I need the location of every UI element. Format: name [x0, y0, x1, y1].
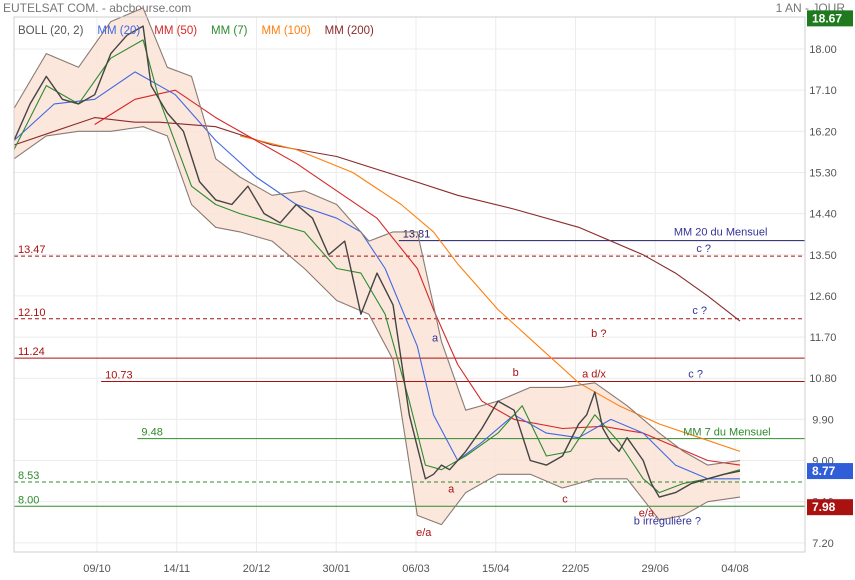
legend-item: MM (7): [211, 25, 248, 37]
annotation: b: [513, 367, 519, 379]
legend-item: MM (50): [154, 25, 197, 37]
x-tick-label: 15/04: [482, 563, 510, 575]
price-badges: 18.67 8.77 7.98: [807, 10, 853, 516]
y-tick-label: 17.10: [809, 85, 837, 97]
price-badge-label: 18.67: [812, 11, 842, 25]
price-badge-label: 7.98: [812, 500, 836, 514]
series-boll-upper: [13, 7, 741, 466]
x-tick-label: 06/03: [402, 563, 430, 575]
annotation: e/a: [639, 507, 655, 519]
series-price: [13, 25, 741, 498]
annotation: c: [562, 494, 568, 506]
annotation: b ?: [591, 328, 606, 340]
level-label: 11.24: [18, 346, 45, 358]
series-mm-100: [239, 135, 741, 452]
horizontal-levels: 13.81 13.47 12.10 11.24 10.73 9.48 8.53 8.00: [14, 229, 805, 507]
y-tick-label: 15.30: [809, 167, 837, 179]
annotation: c ?: [696, 243, 711, 255]
price-badge: [807, 10, 853, 27]
legend-item: MM (20): [97, 25, 140, 37]
level-label: 13.81: [403, 229, 431, 241]
series-boll-lower: [13, 126, 741, 526]
y-tick-label: 13.50: [809, 250, 837, 262]
y-tick-label: 9.90: [812, 414, 833, 426]
annotations: MM 20 du Mensuel c ? c ? b ? a b a d/x c ? MM 7 …: [416, 227, 771, 539]
annotation: a: [448, 484, 455, 496]
x-tick-label: 20/12: [243, 563, 271, 575]
level-label: 8.53: [18, 470, 39, 482]
legend-item: MM (200): [325, 25, 374, 37]
x-tick-label: 09/10: [83, 563, 111, 575]
x-axis: 09/10 14/11 20/12 30/01 06/03 15/04 22/05 29/06…: [83, 563, 749, 575]
annotation: c ?: [692, 305, 707, 317]
price-badge: [807, 463, 853, 480]
x-tick-label: 22/05: [562, 563, 590, 575]
legend: BOLL (20, 2) MM (20) MM (50) MM (7) MM (100)…: [18, 25, 374, 37]
legend-item: MM (100): [261, 25, 310, 37]
annotation: c ?: [688, 368, 703, 380]
bollinger-fill: [14, 7, 740, 525]
price-badge: [807, 499, 853, 516]
level-label: 8.00: [18, 494, 39, 506]
y-tick-label: 11.70: [810, 332, 837, 344]
annotation: MM 20 du Mensuel: [674, 227, 768, 239]
level-label: 12.10: [18, 307, 46, 319]
level-label: 10.73: [105, 369, 133, 381]
y-tick-label: 18.00: [809, 44, 837, 56]
x-tick-label: 30/01: [322, 563, 350, 575]
x-tick-label: 04/08: [721, 563, 749, 575]
x-tick-label: 29/06: [641, 563, 669, 575]
price-badge-label: 8.77: [812, 464, 836, 478]
bollinger-band: [14, 7, 740, 525]
y-tick-label: 10.80: [809, 373, 837, 385]
annotation: a d/x: [582, 368, 606, 380]
annotation: MM 7 du Mensuel: [683, 426, 770, 438]
level-label: 9.48: [141, 427, 162, 439]
y-tick-label: 12.60: [809, 291, 837, 303]
y-tick-label: 7.20: [812, 538, 833, 550]
annotation: b irrégulière ?: [634, 516, 701, 528]
series-mm-200: [13, 117, 741, 322]
legend-item: BOLL (20, 2): [18, 25, 84, 37]
plot-border: [13, 16, 806, 553]
annotation: e/a: [416, 527, 432, 539]
series-mm-7: [13, 39, 741, 494]
y-tick-label: 16.20: [809, 126, 837, 138]
series-mm-20: [13, 71, 740, 480]
series-lines: [13, 7, 741, 526]
annotation: a: [432, 333, 439, 345]
y-tick-label: 14.40: [809, 209, 837, 221]
x-tick-label: 14/11: [163, 563, 190, 575]
level-label: 13.47: [18, 244, 46, 256]
